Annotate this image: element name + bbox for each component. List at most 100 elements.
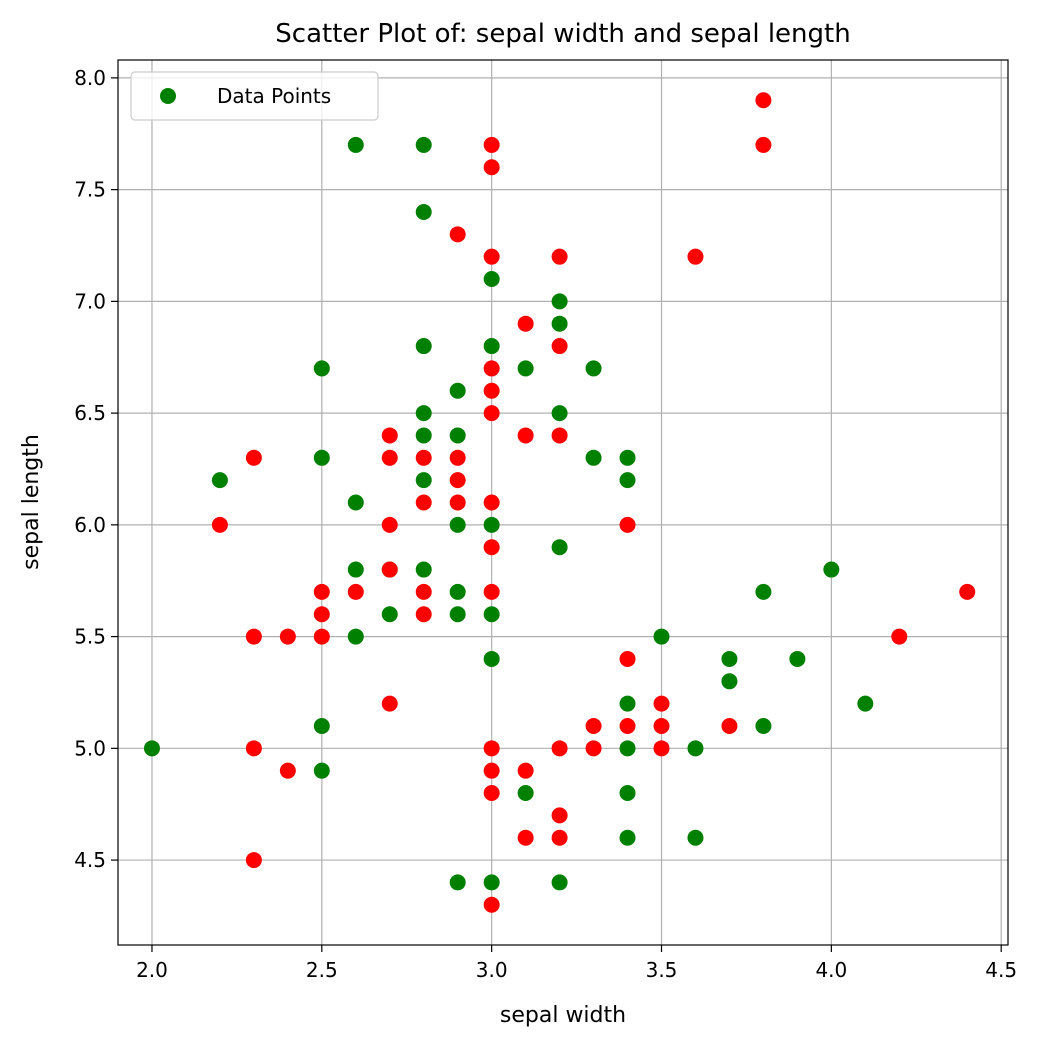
- data-point: [483, 874, 500, 891]
- data-point: [551, 248, 568, 265]
- data-point: [755, 92, 772, 109]
- data-point: [551, 405, 568, 422]
- data-point: [483, 405, 500, 422]
- data-point: [483, 159, 500, 176]
- y-tick-label: 6.0: [74, 513, 106, 537]
- data-point: [823, 561, 840, 578]
- data-point: [279, 628, 296, 645]
- data-point: [415, 449, 432, 466]
- data-point: [245, 740, 262, 757]
- data-point: [313, 628, 330, 645]
- y-tick-label: 6.5: [74, 401, 106, 425]
- data-point: [415, 427, 432, 444]
- data-point: [347, 628, 364, 645]
- data-point: [381, 695, 398, 712]
- x-tick-label: 3.5: [646, 958, 678, 982]
- data-point: [517, 829, 534, 846]
- y-tick-label: 7.0: [74, 289, 106, 313]
- data-point: [483, 338, 500, 355]
- data-point: [551, 315, 568, 332]
- data-point: [143, 740, 160, 757]
- axis-ticks: 2.0 2.5 3.0 3.5 4.0 4.5 4.5 5.0 5.5 6.0 6.5 7.0 7.5 8…: [74, 66, 1017, 982]
- data-point: [483, 606, 500, 623]
- data-point: [551, 338, 568, 355]
- y-tick-label: 7.5: [74, 178, 106, 202]
- data-point: [415, 583, 432, 600]
- grid-lines: [118, 60, 1008, 945]
- data-point: [619, 740, 636, 757]
- data-point: [449, 427, 466, 444]
- data-point: [313, 360, 330, 377]
- data-point: [619, 717, 636, 734]
- data-point: [517, 360, 534, 377]
- data-point: [619, 472, 636, 489]
- chart-title: Scatter Plot of: sepal width and sepal l…: [275, 19, 850, 49]
- data-point: [619, 650, 636, 667]
- data-point: [653, 717, 670, 734]
- data-point: [381, 427, 398, 444]
- y-tick-label: 4.5: [74, 848, 106, 872]
- data-point: [721, 717, 738, 734]
- data-point: [687, 829, 704, 846]
- y-tick-label: 5.5: [74, 625, 106, 649]
- data-point: [619, 449, 636, 466]
- data-point: [585, 360, 602, 377]
- data-point: [313, 717, 330, 734]
- data-point: [415, 405, 432, 422]
- data-point: [483, 762, 500, 779]
- data-point: [415, 338, 432, 355]
- data-point: [857, 695, 874, 712]
- data-point: [551, 427, 568, 444]
- data-point: [449, 472, 466, 489]
- data-point: [483, 650, 500, 667]
- legend-marker: [160, 88, 176, 104]
- data-point: [483, 271, 500, 288]
- data-points: [143, 92, 976, 913]
- data-point: [415, 561, 432, 578]
- data-point: [449, 494, 466, 511]
- data-point: [653, 628, 670, 645]
- data-point: [517, 427, 534, 444]
- legend-box: [130, 71, 379, 121]
- data-point: [483, 248, 500, 265]
- data-point: [551, 807, 568, 824]
- data-point: [687, 248, 704, 265]
- data-point: [449, 874, 466, 891]
- data-point: [449, 583, 466, 600]
- data-point: [619, 516, 636, 533]
- data-point: [619, 785, 636, 802]
- data-point: [687, 740, 704, 757]
- data-point: [755, 136, 772, 153]
- x-tick-label: 2.0: [136, 958, 168, 982]
- data-point: [449, 516, 466, 533]
- data-point: [381, 561, 398, 578]
- data-point: [483, 785, 500, 802]
- data-point: [415, 494, 432, 511]
- legend-label: Data Points: [217, 84, 331, 108]
- data-point: [381, 516, 398, 533]
- data-point: [483, 583, 500, 600]
- data-point: [483, 539, 500, 556]
- x-axis-label: sepal width: [500, 1003, 626, 1028]
- data-point: [551, 539, 568, 556]
- data-point: [449, 382, 466, 399]
- data-point: [347, 136, 364, 153]
- data-point: [415, 203, 432, 220]
- data-point: [619, 829, 636, 846]
- data-point: [313, 762, 330, 779]
- x-tick-label: 4.0: [815, 958, 847, 982]
- data-point: [347, 583, 364, 600]
- data-point: [449, 226, 466, 243]
- plot-frame: [117, 59, 1009, 946]
- data-point: [415, 606, 432, 623]
- data-point: [517, 315, 534, 332]
- data-point: [653, 695, 670, 712]
- data-point: [483, 516, 500, 533]
- data-point: [483, 382, 500, 399]
- data-point: [619, 695, 636, 712]
- data-point: [313, 449, 330, 466]
- data-point: [789, 650, 806, 667]
- data-point: [449, 606, 466, 623]
- data-point: [755, 583, 772, 600]
